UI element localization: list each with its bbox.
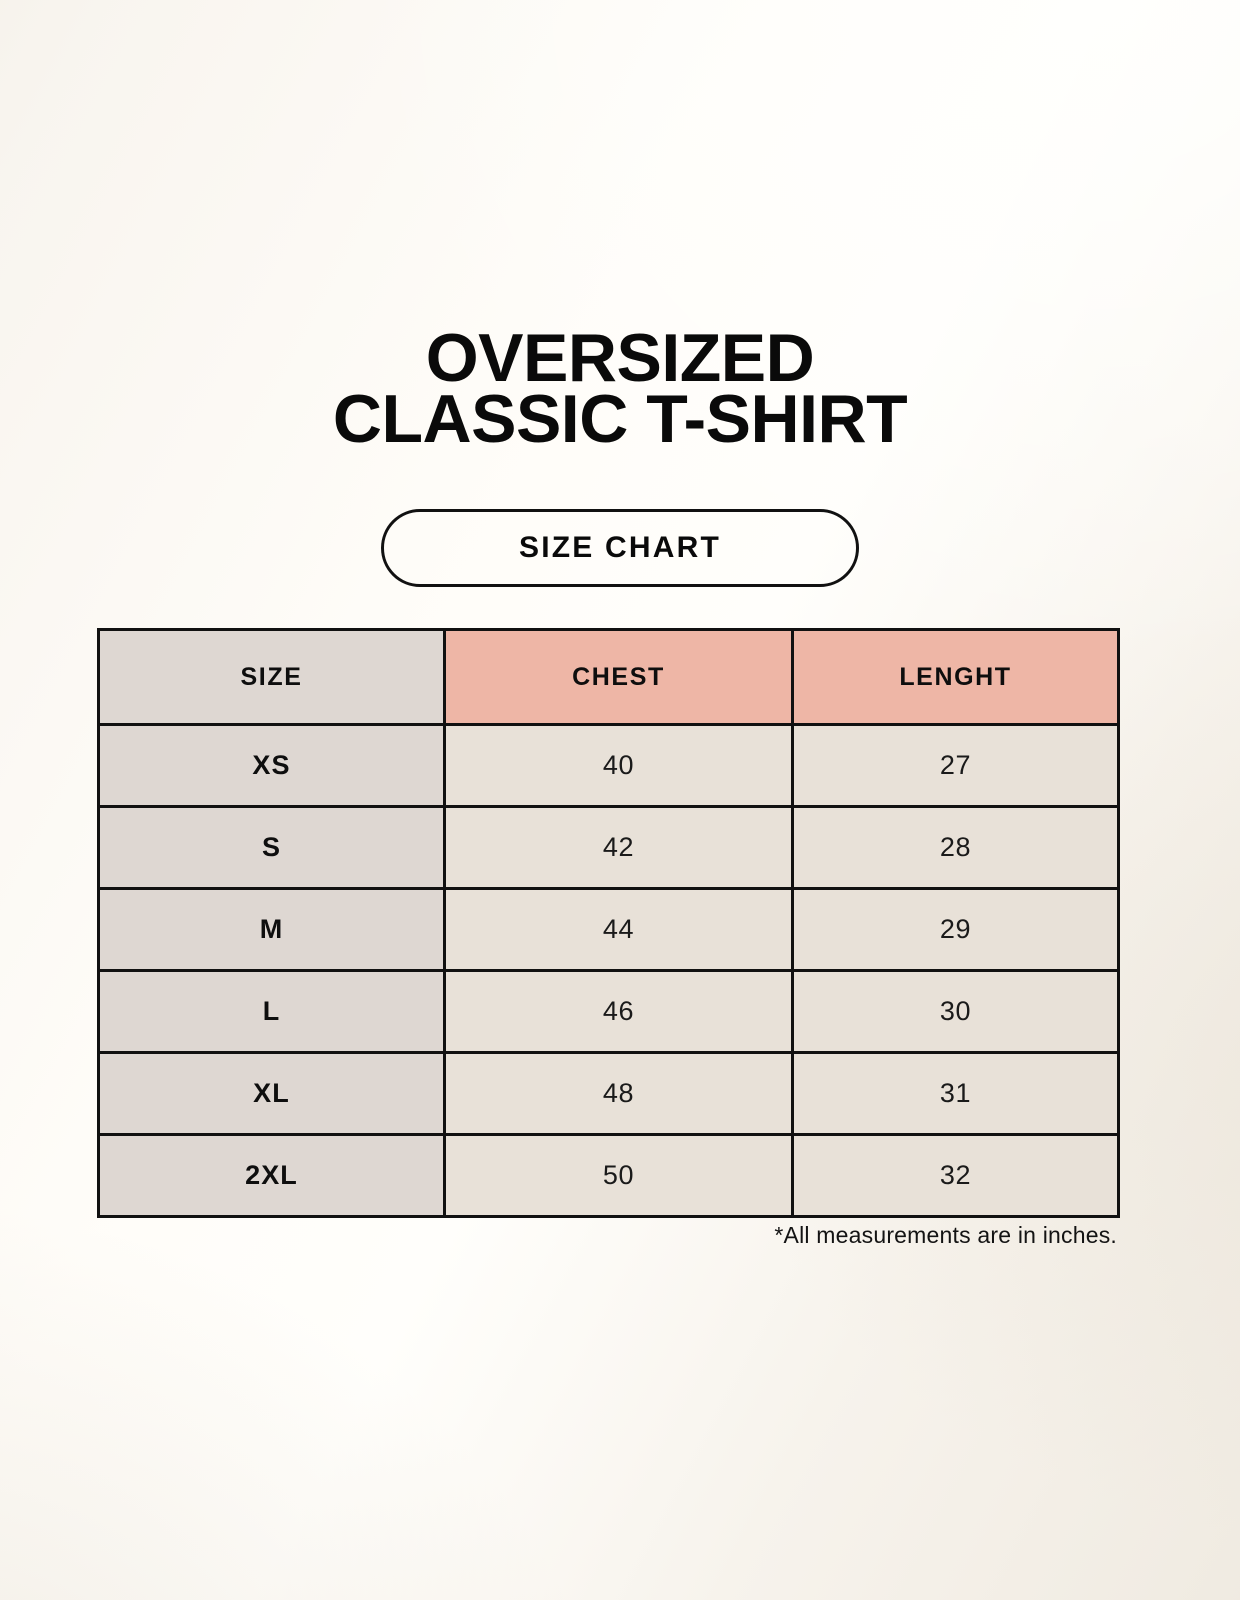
cell-size: M xyxy=(97,887,446,972)
table-header: SIZE CHEST LENGHT xyxy=(97,628,1120,726)
column-header-length: LENGHT xyxy=(791,628,1120,726)
cell-length: 29 xyxy=(791,887,1120,972)
size-chart-table: SIZE CHEST LENGHT XS 40 27 S 42 28 M xyxy=(97,628,1120,1218)
measurement-units-note: *All measurements are in inches. xyxy=(774,1222,1117,1248)
size-chart-badge-wrapper: SIZE CHART xyxy=(0,509,1240,587)
table-row: 2XL 50 32 xyxy=(97,1133,1120,1218)
cell-length: 27 xyxy=(791,723,1120,808)
cell-length: 32 xyxy=(791,1133,1120,1218)
table-row: L 46 30 xyxy=(97,969,1120,1054)
cell-chest: 40 xyxy=(443,723,794,808)
cell-size: XS xyxy=(97,723,446,808)
table-row: M 44 29 xyxy=(97,887,1120,972)
table-row: XL 48 31 xyxy=(97,1051,1120,1136)
cell-size: L xyxy=(97,969,446,1054)
table-row: XS 40 27 xyxy=(97,723,1120,808)
cell-size: 2XL xyxy=(97,1133,446,1218)
table-header-row: SIZE CHEST LENGHT xyxy=(97,628,1120,726)
title-line-two: CLASSIC T-SHIRT xyxy=(332,381,908,457)
table-row: S 42 28 xyxy=(97,805,1120,890)
cell-length: 30 xyxy=(791,969,1120,1054)
cell-chest: 42 xyxy=(443,805,794,890)
size-chart-table-wrapper: SIZE CHEST LENGHT XS 40 27 S 42 28 M xyxy=(97,628,1120,1218)
cell-size: XL xyxy=(97,1051,446,1136)
column-header-size: SIZE xyxy=(97,628,446,726)
cell-chest: 44 xyxy=(443,887,794,972)
page-title: OVERSIZED CLASSIC T-SHIRT xyxy=(0,320,1240,457)
column-header-chest: CHEST xyxy=(443,628,794,726)
title-line-one: OVERSIZED xyxy=(425,320,815,396)
size-chart-badge: SIZE CHART xyxy=(381,509,859,587)
size-chart-badge-label: SIZE CHART xyxy=(519,531,721,564)
cell-chest: 48 xyxy=(443,1051,794,1136)
table-body: XS 40 27 S 42 28 M 44 29 L 46 30 xyxy=(97,723,1120,1218)
cell-chest: 46 xyxy=(443,969,794,1054)
cell-length: 28 xyxy=(791,805,1120,890)
cell-length: 31 xyxy=(791,1051,1120,1136)
cell-size: S xyxy=(97,805,446,890)
cell-chest: 50 xyxy=(443,1133,794,1218)
